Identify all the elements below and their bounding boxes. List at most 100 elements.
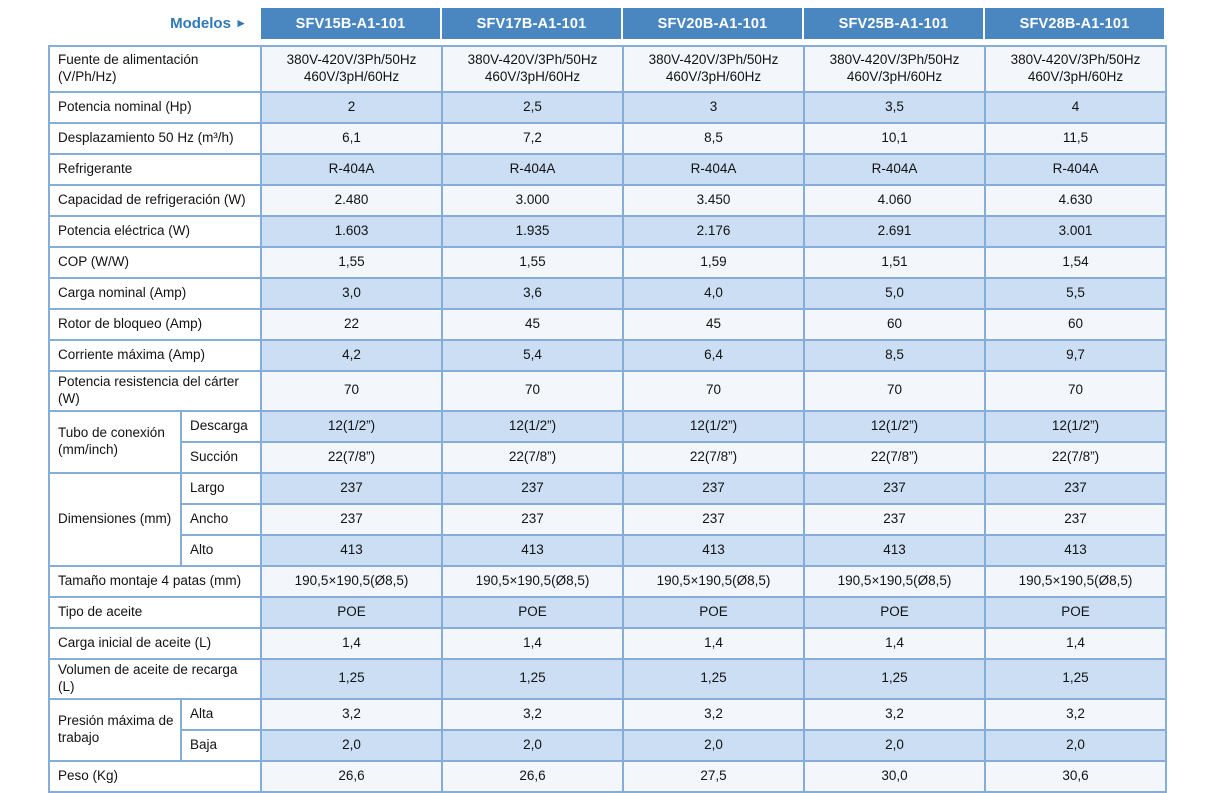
spec-value-cell: 4.060 <box>803 184 987 217</box>
spec-value-cell: 413 <box>441 533 625 567</box>
spec-sublabel-cell: Succión <box>179 440 263 474</box>
spec-row: Succión 22(7/8”) 22(7/8”) 22(7/8”) 22(7/8”) 2… <box>49 440 1168 474</box>
spec-row: Ancho 237 237 237 237 237 <box>49 502 1168 536</box>
spec-row: Desplazamiento 50 Hz (m³/h) 6,1 7,2 8,5 10,1… <box>47 122 1168 155</box>
spec-value-cell: R-404A <box>803 153 987 186</box>
spec-value-cell: 1,4 <box>984 626 1168 660</box>
spec-value-cell: 9,7 <box>984 339 1168 372</box>
model-header-cell: SFV15B-A1-101 <box>259 8 442 39</box>
spec-value-cell: 4 <box>984 91 1168 124</box>
spec-sublabel-cell: Ancho <box>179 502 263 536</box>
spec-value-cell: 380V-420V/3Ph/50Hz 460V/3pH/60Hz <box>441 45 625 93</box>
spec-row: COP (W/W) 1,55 1,55 1,59 1,51 1,54 <box>47 246 1168 279</box>
spec-value-cell: 3,2 <box>441 697 625 731</box>
spec-value-cell: POE <box>622 595 806 629</box>
spec-value-cell: 45 <box>441 308 625 341</box>
spec-row: Corriente máxima (Amp) 4,2 5,4 6,4 8,5 9,7 <box>47 339 1168 372</box>
spec-value-cell: 1.935 <box>441 215 625 248</box>
spec-sublabel-cell: Baja <box>179 728 263 762</box>
spec-value-cell: 4,2 <box>260 339 444 372</box>
spec-value-cell: 22(7/8”) <box>984 440 1168 474</box>
spec-value-cell: POE <box>441 595 625 629</box>
spec-value-cell: 1,25 <box>622 657 806 700</box>
models-label-text: Modelos <box>170 15 231 32</box>
model-header-cell: SFV28B-A1-101 <box>983 8 1166 39</box>
spec-row: Baja 2,0 2,0 2,0 2,0 2,0 <box>49 728 1168 762</box>
spec-row: Alto 413 413 413 413 413 <box>49 533 1168 567</box>
spec-value-cell: 22(7/8”) <box>260 440 444 474</box>
spec-value-cell: 4,0 <box>622 277 806 310</box>
spec-value-cell: 413 <box>803 533 987 567</box>
spec-value-cell: 237 <box>622 502 806 536</box>
spec-value-cell: R-404A <box>622 153 806 186</box>
spec-value-cell: 4.630 <box>984 184 1168 217</box>
spec-value-cell: R-404A <box>984 153 1168 186</box>
spec-row: Refrigerante R-404A R-404A R-404A R-404A R-40… <box>47 153 1168 186</box>
spec-row: Rotor de bloqueo (Amp) 22 45 45 60 60 <box>47 308 1168 341</box>
spec-value-cell: 413 <box>260 533 444 567</box>
spec-row: Potencia resistencia del cárter (W) 70 70 7… <box>47 370 1168 412</box>
spec-value-cell: 3 <box>622 91 806 124</box>
spec-value-cell: POE <box>984 595 1168 629</box>
spec-row: Tipo de aceite POE POE POE POE POE <box>47 595 1168 629</box>
spec-value-cell: 3,2 <box>260 697 444 731</box>
spec-value-cell: 2,0 <box>622 728 806 762</box>
spec-value-cell: 190,5×190,5(Ø8,5) <box>984 564 1168 598</box>
spec-value-cell: 22(7/8”) <box>803 440 987 474</box>
model-header-cell: SFV20B-A1-101 <box>621 8 804 39</box>
spec-value-cell: 2.480 <box>260 184 444 217</box>
spec-value-cell: 22(7/8”) <box>622 440 806 474</box>
spec-value-cell: 3.000 <box>441 184 625 217</box>
models-header-table: Modelos ► SFV15B-A1-101 SFV17B-A1-101 SF… <box>48 8 1166 39</box>
spec-value-cell: 1,4 <box>260 626 444 660</box>
spec-value-cell: 70 <box>803 370 987 412</box>
spec-value-cell: 12(1/2”) <box>803 409 987 443</box>
spec-label-cell: Potencia nominal (Hp) <box>47 91 263 124</box>
spec-value-cell: 413 <box>984 533 1168 567</box>
spec-value-cell: 1,4 <box>441 626 625 660</box>
spec-sublabel-cell: Alta <box>179 697 263 731</box>
spec-value-cell: 22 <box>260 308 444 341</box>
spec-label-cell: Fuente de alimentación (V/Ph/Hz) <box>47 45 263 93</box>
spec-value-cell: 237 <box>260 471 444 505</box>
spec-value-cell: 3.450 <box>622 184 806 217</box>
spec-value-cell: 60 <box>984 308 1168 341</box>
spec-value-cell: 3,5 <box>803 91 987 124</box>
spec-value-cell: 1,54 <box>984 246 1168 279</box>
spec-value-cell: 5,5 <box>984 277 1168 310</box>
spec-value-cell: 3,6 <box>441 277 625 310</box>
spec-value-cell: R-404A <box>260 153 444 186</box>
spec-label-cell: Potencia resistencia del cárter (W) <box>47 370 263 412</box>
spec-value-cell: 190,5×190,5(Ø8,5) <box>260 564 444 598</box>
spec-value-cell: 1,25 <box>441 657 625 700</box>
spec-value-cell: R-404A <box>441 153 625 186</box>
spec-value-cell: 1,25 <box>803 657 987 700</box>
spec-value-cell: 3,2 <box>803 697 987 731</box>
spec-value-cell: 1,59 <box>622 246 806 279</box>
spec-value-cell: 237 <box>984 502 1168 536</box>
spec-value-cell: 380V-420V/3Ph/50Hz 460V/3pH/60Hz <box>622 45 806 93</box>
spec-value-cell: 2,0 <box>984 728 1168 762</box>
spec-value-cell: 60 <box>803 308 987 341</box>
spec-value-cell: 1.603 <box>260 215 444 248</box>
spec-value-cell: 6,1 <box>260 122 444 155</box>
spec-value-cell: 237 <box>803 471 987 505</box>
spec-value-cell: 190,5×190,5(Ø8,5) <box>622 564 806 598</box>
spec-value-cell: 2,0 <box>803 728 987 762</box>
model-header-cell: SFV17B-A1-101 <box>440 8 623 39</box>
spec-value-cell: 6,4 <box>622 339 806 372</box>
spec-row: Volumen de aceite de recarga (L) 1,25 1,25… <box>47 657 1168 700</box>
spec-value-cell: 70 <box>622 370 806 412</box>
spec-value-cell: 190,5×190,5(Ø8,5) <box>441 564 625 598</box>
spec-value-cell: 237 <box>441 502 625 536</box>
spec-label-cell: Rotor de bloqueo (Amp) <box>47 308 263 341</box>
spec-value-cell: 2.176 <box>622 215 806 248</box>
spec-sheet: Modelos ► SFV15B-A1-101 SFV17B-A1-101 SF… <box>47 8 1168 793</box>
spec-label-cell: Refrigerante <box>47 153 263 186</box>
spec-value-cell: 237 <box>803 502 987 536</box>
spec-label-cell: Tipo de aceite <box>47 595 263 629</box>
spec-value-cell: 3,2 <box>984 697 1168 731</box>
spec-value-cell: 5,0 <box>803 277 987 310</box>
spec-sublabel-cell: Largo <box>179 471 263 505</box>
spec-label-cell: Desplazamiento 50 Hz (m³/h) <box>47 122 263 155</box>
